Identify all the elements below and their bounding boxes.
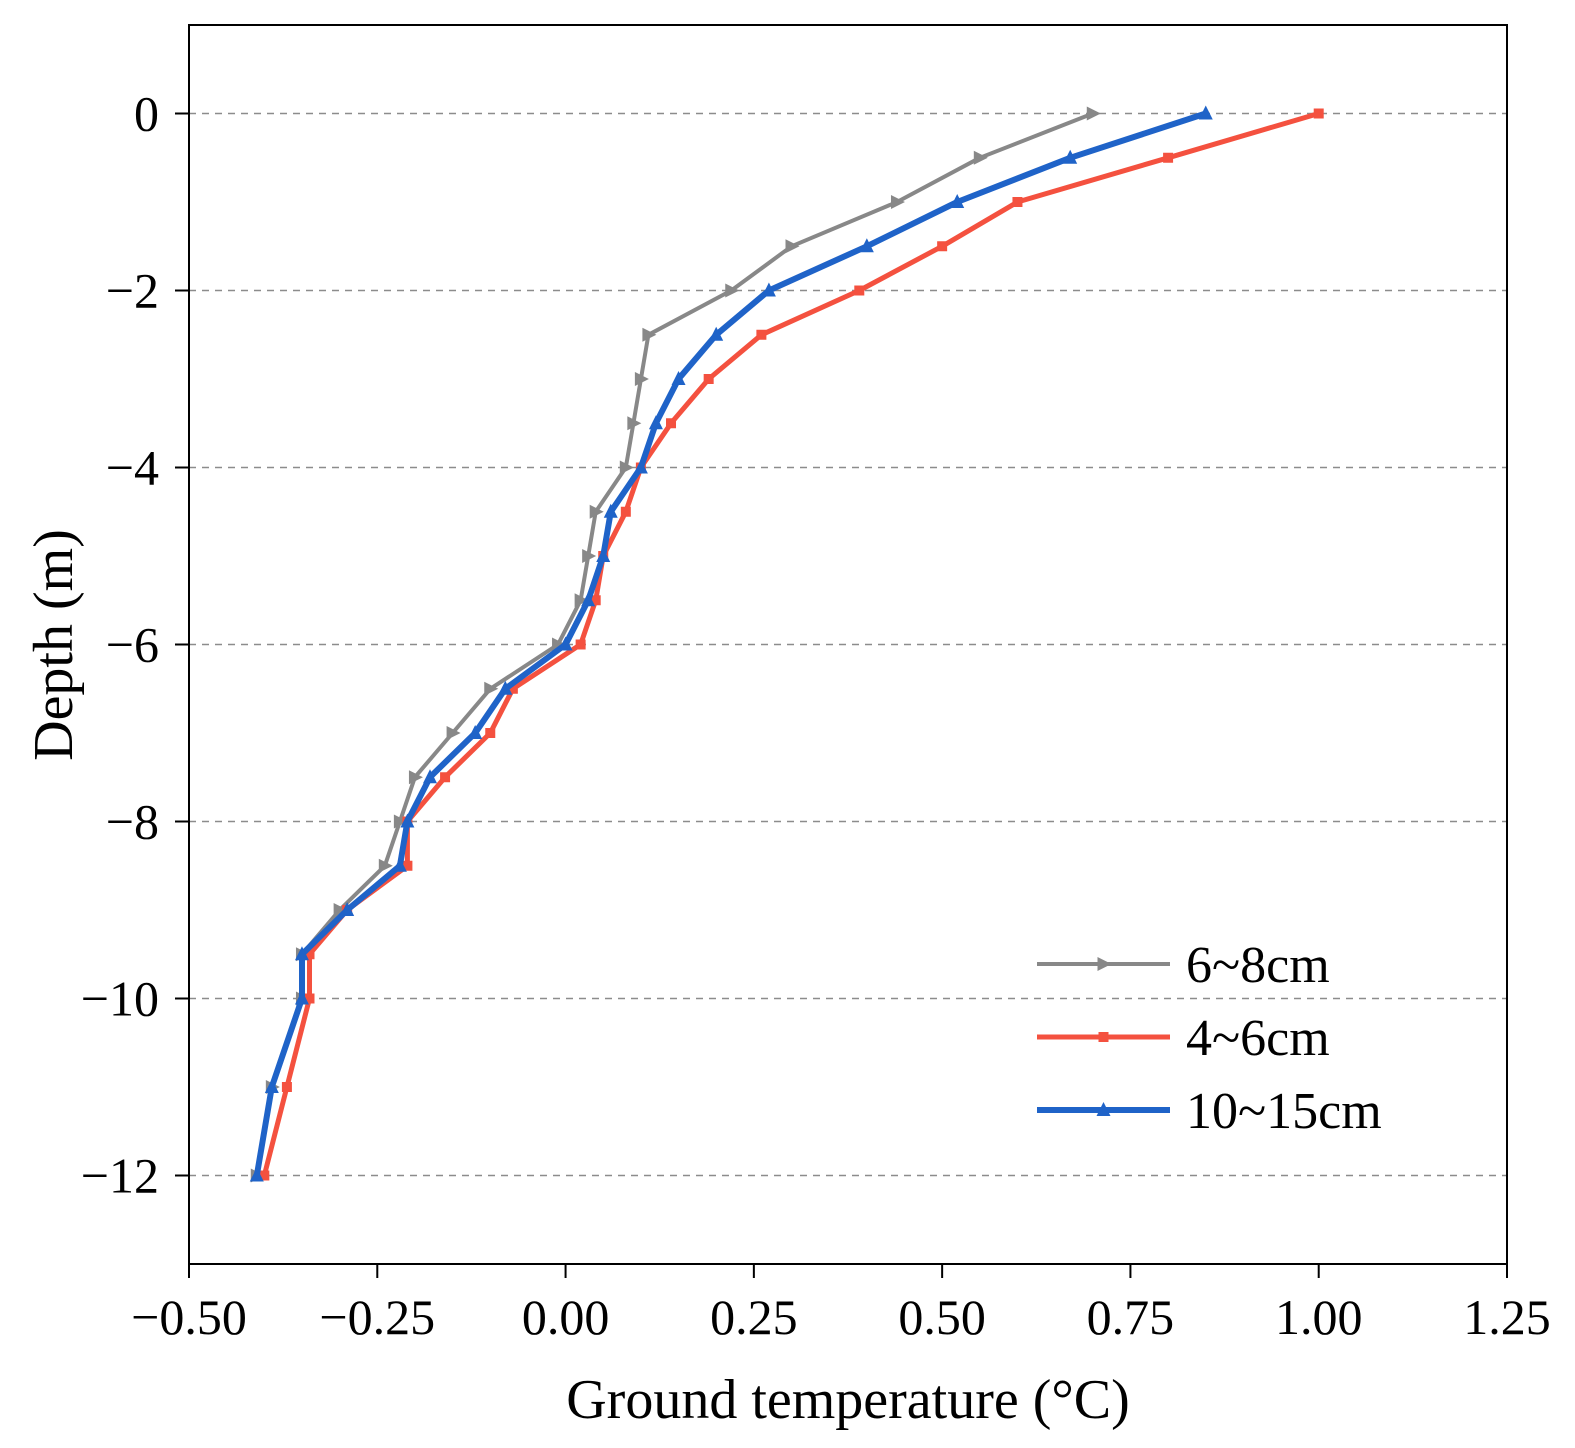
y-axis-label: Depth (m) — [23, 529, 85, 761]
data-point — [507, 683, 518, 694]
data-point — [761, 282, 776, 297]
data-point — [589, 504, 604, 519]
legend-label: 4~6cm — [1186, 1010, 1330, 1067]
data-point — [648, 415, 663, 430]
data-point — [603, 503, 618, 518]
y-tick-label: −2 — [106, 263, 159, 319]
data-point — [281, 1082, 292, 1092]
data-point — [393, 814, 408, 829]
data-point — [619, 460, 634, 475]
legend-label: 6~8cm — [1186, 937, 1330, 994]
data-point — [575, 639, 586, 650]
data-point — [642, 327, 657, 342]
data-point — [890, 195, 905, 209]
data-point — [249, 1167, 264, 1182]
y-tick-label: −6 — [106, 617, 159, 673]
data-point — [264, 1079, 279, 1093]
data-point — [1063, 149, 1078, 164]
data-point — [582, 549, 597, 563]
x-tick-label: −0.25 — [319, 1289, 435, 1345]
data-point — [484, 681, 499, 696]
data-point — [633, 459, 648, 474]
legend-marker — [1096, 1102, 1111, 1116]
data-point — [294, 946, 309, 961]
data-point — [854, 285, 865, 296]
data-point — [590, 595, 601, 606]
data-point — [703, 374, 714, 384]
x-tick-label: 0.50 — [898, 1289, 986, 1345]
data-point — [408, 770, 423, 785]
data-point — [440, 772, 451, 783]
data-point — [304, 993, 315, 1004]
data-point — [392, 857, 407, 872]
data-point — [950, 194, 965, 208]
x-axis-label: Ground temperature (°C) — [566, 1369, 1130, 1431]
x-tick-label: 0.00 — [522, 1289, 610, 1345]
data-point — [620, 506, 631, 517]
legend: 6~8cm 4~6cm 10~15cm — [1037, 937, 1382, 1140]
legend-marker — [1098, 1032, 1109, 1042]
x-tick-label: 1.25 — [1463, 1289, 1551, 1345]
data-point — [304, 949, 315, 960]
data-point — [574, 593, 589, 608]
data-point — [485, 728, 496, 738]
data-point — [581, 592, 596, 607]
x-axis: −0.50 −0.25 0.00 0.25 0.50 0.75 1.00 1.25 — [131, 1264, 1551, 1345]
y-tick-label: −4 — [106, 440, 159, 496]
data-point — [725, 283, 740, 298]
y-tick-label: 0 — [134, 86, 159, 142]
data-point — [1198, 105, 1213, 120]
data-point — [1086, 106, 1101, 121]
x-tick-label: 1.00 — [1275, 1289, 1363, 1345]
data-point — [423, 769, 438, 784]
x-tick-label: 0.75 — [1087, 1289, 1175, 1345]
data-point — [340, 902, 355, 916]
x-tick-label: 0.25 — [710, 1289, 798, 1345]
data-point — [259, 1170, 270, 1181]
legend-item: 6~8cm — [1037, 937, 1330, 994]
legend-item: 10~15cm — [1037, 1083, 1382, 1140]
data-point — [937, 241, 948, 252]
y-tick-label: −12 — [81, 1148, 159, 1204]
legend-item: 4~6cm — [1037, 1010, 1330, 1067]
x-tick-label: −0.50 — [131, 1289, 247, 1345]
series-10~15cm — [249, 105, 1213, 1182]
data-point — [627, 416, 642, 431]
data-point — [400, 813, 415, 828]
data-point — [859, 238, 874, 253]
data-point — [333, 903, 348, 917]
data-point — [558, 636, 573, 651]
data-point — [1163, 152, 1174, 163]
data-point — [596, 548, 611, 562]
y-tick-label: −10 — [81, 971, 159, 1027]
data-point — [671, 371, 686, 385]
data-point — [468, 725, 483, 739]
data-point — [785, 239, 800, 254]
data-point — [446, 726, 461, 740]
data-point — [634, 372, 649, 386]
data-point — [378, 858, 393, 873]
y-axis: 0 −2 −4 −6 −8 −10 −12 — [81, 86, 189, 1204]
legend-marker — [1097, 957, 1112, 971]
data-point — [402, 860, 413, 871]
y-tick-label: −8 — [106, 794, 159, 850]
data-point — [1012, 197, 1023, 207]
data-point — [294, 990, 309, 1005]
legend-label: 10~15cm — [1186, 1083, 1382, 1140]
data-point — [756, 329, 767, 340]
data-point — [552, 637, 567, 652]
data-point — [498, 680, 513, 695]
data-series — [249, 105, 1324, 1183]
data-point — [973, 150, 988, 165]
data-point — [666, 418, 677, 429]
data-point — [709, 326, 724, 341]
data-point — [1313, 108, 1324, 119]
gridlines — [189, 112, 1507, 1177]
